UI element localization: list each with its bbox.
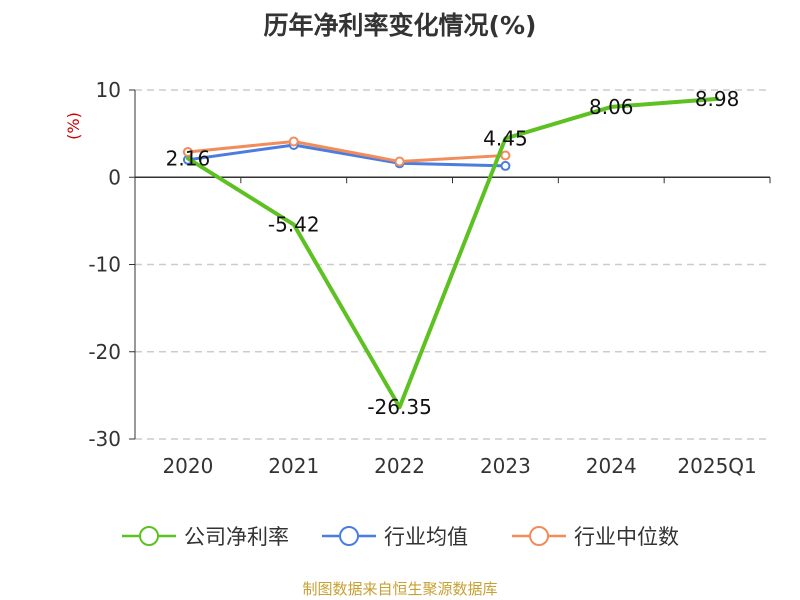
axes: 10 0 -10 -20 -30 2020 2021 2022 2023 2024 2025Q1 (%… bbox=[64, 78, 771, 478]
source-note: 制图数据来自恒生聚源数据库 bbox=[302, 580, 498, 598]
data-label: -26.35 bbox=[367, 395, 431, 419]
legend-label: 行业均值 bbox=[384, 525, 468, 549]
data-label: 8.06 bbox=[589, 95, 634, 119]
x-tick-label: 2022 bbox=[374, 454, 425, 478]
grid-lines bbox=[135, 89, 770, 440]
y-axis-unit-label: (%) bbox=[64, 112, 83, 140]
chart-title: 历年净利率变化情况(%) bbox=[263, 11, 537, 40]
series-line bbox=[186, 139, 507, 164]
y-tick-label: 0 bbox=[108, 165, 121, 189]
legend-marker bbox=[339, 526, 359, 546]
legend-item[interactable]: 公司净利率 bbox=[122, 525, 289, 549]
y-tick-label: -10 bbox=[88, 253, 121, 277]
data-point bbox=[500, 160, 511, 171]
x-tick-label: 2025Q1 bbox=[677, 454, 756, 478]
x-tick-label: 2024 bbox=[586, 454, 637, 478]
legend-marker bbox=[139, 526, 159, 546]
legend-item[interactable]: 行业中位数 bbox=[512, 525, 679, 549]
y-tick-label: -30 bbox=[88, 427, 121, 451]
legend-label: 公司净利率 bbox=[184, 525, 289, 549]
data-point bbox=[394, 156, 405, 167]
series-line bbox=[186, 143, 507, 168]
data-label: 4.45 bbox=[483, 126, 528, 150]
data-label: -5.42 bbox=[268, 213, 320, 237]
legend[interactable]: 公司净利率 行业均值 行业中位数 bbox=[122, 525, 679, 549]
data-labels: 2.16 -5.42 -26.35 4.45 8.06 8.98 bbox=[166, 87, 740, 419]
legend-marker bbox=[529, 526, 549, 546]
series-lines bbox=[182, 96, 720, 410]
x-tick-label: 2021 bbox=[268, 454, 319, 478]
data-label: 2.16 bbox=[166, 146, 211, 170]
y-tick-label: 10 bbox=[96, 78, 121, 102]
data-point bbox=[500, 150, 511, 161]
data-point bbox=[182, 146, 193, 157]
data-label: 8.98 bbox=[695, 87, 740, 111]
legend-label: 行业中位数 bbox=[574, 525, 679, 549]
y-tick-label: -20 bbox=[88, 340, 121, 364]
x-tick-label: 2020 bbox=[162, 454, 213, 478]
legend-item[interactable]: 行业均值 bbox=[322, 525, 468, 549]
data-point bbox=[288, 136, 299, 147]
series-line bbox=[185, 96, 720, 410]
x-tick-label: 2023 bbox=[480, 454, 531, 478]
